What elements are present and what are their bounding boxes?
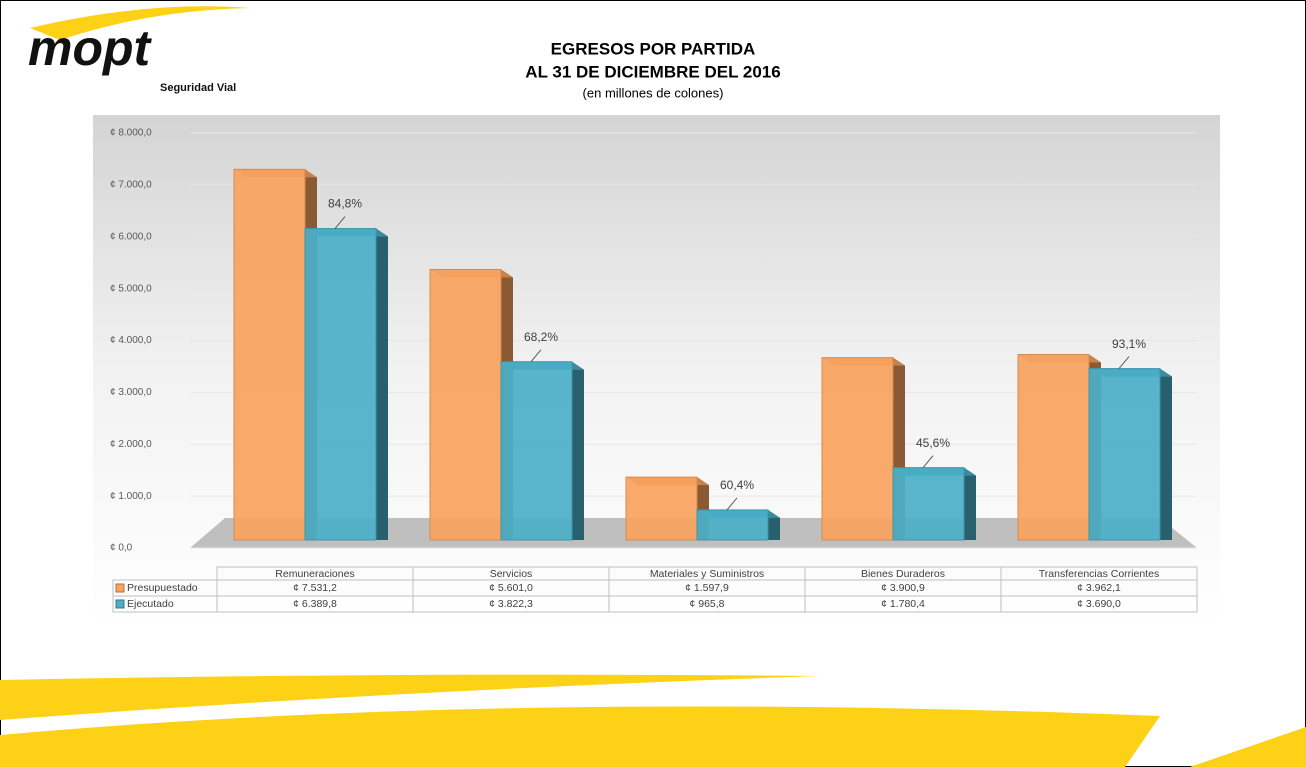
logo: mopt [28,20,153,76]
table-value: ¢ 3.690,0 [1077,598,1121,610]
y-tick-label: ¢ 0,0 [110,543,133,554]
annotation-leader [334,216,346,229]
y-tick-label: ¢ 4.000,0 [110,335,152,346]
chart-subtitle: AL 31 DE DICIEMBRE DEL 2016 [525,62,780,81]
table-value: ¢ 3.900,9 [881,582,925,594]
bottom-corner [1190,727,1306,767]
x-tick-label: Materiales y Suministros [650,568,764,580]
bar [821,357,894,541]
bar [1017,353,1090,541]
bar [429,268,502,541]
bar-side [572,361,584,540]
y-tick-label: ¢ 5.000,0 [110,283,152,294]
annotation-leader [922,455,934,468]
y-tick-label: ¢ 6.000,0 [110,231,152,242]
bar [233,168,306,541]
legend-label: Presupuestado [127,582,198,594]
table-value: ¢ 3.962,1 [1077,582,1121,594]
annotation-leader [726,497,738,511]
bar [500,361,573,541]
table-value: ¢ 6.389,8 [293,598,337,610]
bar [1088,368,1161,541]
y-tick-label: ¢ 1.000,0 [110,491,152,502]
legend-label: Ejecutado [127,598,174,610]
bottom-band [0,706,1160,767]
x-tick-label: Transferencias Corrientes [1039,568,1159,580]
bar [696,509,769,541]
bar [304,228,377,541]
chart: ¢ 0,0 ¢ 1.000,0 ¢ 2.000,0 ¢ 3.000,0 ¢ 4.000,… [110,128,1198,613]
legend-swatch [115,599,125,609]
annotation: 84,8% [328,197,362,211]
annotation: 60,4% [720,478,754,492]
y-tick-label: ¢ 7.000,0 [110,180,152,191]
annotation: 93,1% [1112,337,1146,351]
annotation: 68,2% [524,330,558,344]
annotation: 45,6% [916,436,950,450]
table-cell [1000,566,1198,613]
bar-side [1160,368,1172,540]
table-value: ¢ 1.780,4 [881,598,925,610]
chart-note: (en millones de colones) [583,85,724,100]
y-tick-label: ¢ 8.000,0 [110,128,152,139]
table-value: ¢ 5.601,0 [489,582,533,594]
table-value: ¢ 3.822,3 [489,598,533,610]
table-value: ¢ 965,8 [689,598,724,610]
chart-title: EGRESOS POR PARTIDA [551,39,756,58]
table-value: ¢ 1.597,9 [685,582,729,594]
x-tick-label: Servicios [490,568,533,580]
logo-subtitle: Seguridad Vial [160,82,236,94]
x-tick-label: Bienes Duraderos [861,568,945,580]
y-tick-label: ¢ 2.000,0 [110,439,152,450]
bar-side [964,467,976,540]
bar-side [376,228,388,541]
bottom-swoosh [0,674,820,720]
bar [892,467,965,541]
legend-swatch [115,583,125,593]
logo-swoosh [30,6,250,40]
x-tick-label: Remuneraciones [275,568,354,580]
annotation-leader [530,349,542,363]
table-value: ¢ 7.531,2 [293,582,337,594]
y-tick-label: ¢ 3.000,0 [110,387,152,398]
bar [625,476,698,541]
annotation-leader [1118,356,1130,369]
